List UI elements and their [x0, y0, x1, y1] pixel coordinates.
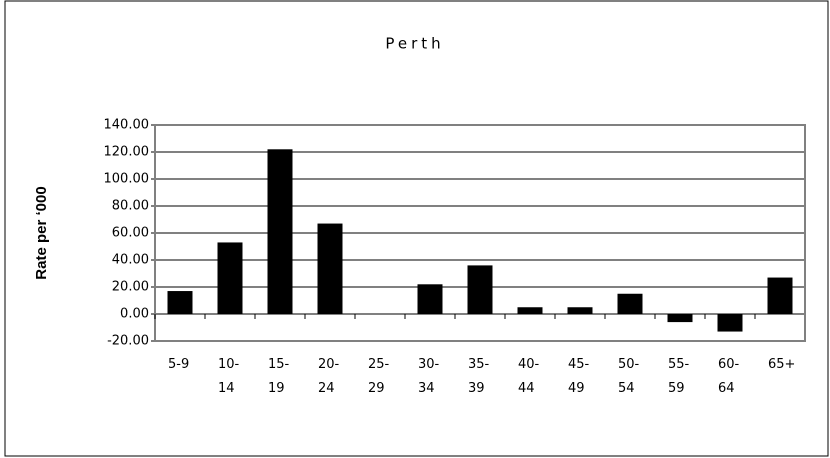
- y-tick-label: 140.00: [104, 118, 150, 133]
- bar: [317, 223, 343, 314]
- y-tick-label: 40.00: [112, 253, 149, 268]
- x-tick-label: 60-64: [718, 357, 740, 396]
- x-tick-label: 40-44: [518, 357, 540, 396]
- y-tick-label: 80.00: [112, 199, 149, 214]
- x-tick-label: 30-34: [418, 357, 440, 396]
- bar: [417, 284, 443, 314]
- y-axis-label: Rate per ‘000: [33, 186, 50, 279]
- y-tick-label: 120.00: [104, 145, 150, 160]
- x-tick-label: 55-59: [668, 357, 690, 396]
- y-tick-label: 60.00: [112, 226, 149, 241]
- y-tick-label: 0.00: [120, 307, 149, 322]
- x-tick-label: 50-54: [618, 357, 640, 396]
- x-tick-label: 25-29: [368, 357, 390, 396]
- y-tick-label: 20.00: [112, 280, 149, 295]
- y-tick-label: 100.00: [104, 172, 150, 187]
- bar: [217, 242, 243, 314]
- chart-title: Perth: [385, 35, 444, 53]
- bar: [617, 293, 643, 314]
- x-tick-label: 45-49: [568, 357, 590, 396]
- chart-frame: [4, 0, 829, 457]
- plot-frame: [154, 124, 806, 342]
- y-tick-label: -20.00: [107, 334, 149, 349]
- bar: [567, 307, 593, 314]
- bar: [267, 149, 293, 314]
- x-tick-label: 5-9: [168, 357, 190, 372]
- x-tick-label: 65+: [768, 357, 796, 372]
- bar: [767, 277, 793, 314]
- bar: [517, 307, 543, 314]
- x-tick-label: 35-39: [468, 357, 490, 396]
- bar: [467, 265, 493, 314]
- bar: [717, 314, 743, 332]
- x-tick-label: 15-19: [268, 357, 290, 396]
- bar: [167, 291, 193, 314]
- x-tick-label: 10-14: [218, 357, 240, 396]
- bar: [667, 314, 693, 323]
- x-tick-label: 20-24: [318, 357, 340, 396]
